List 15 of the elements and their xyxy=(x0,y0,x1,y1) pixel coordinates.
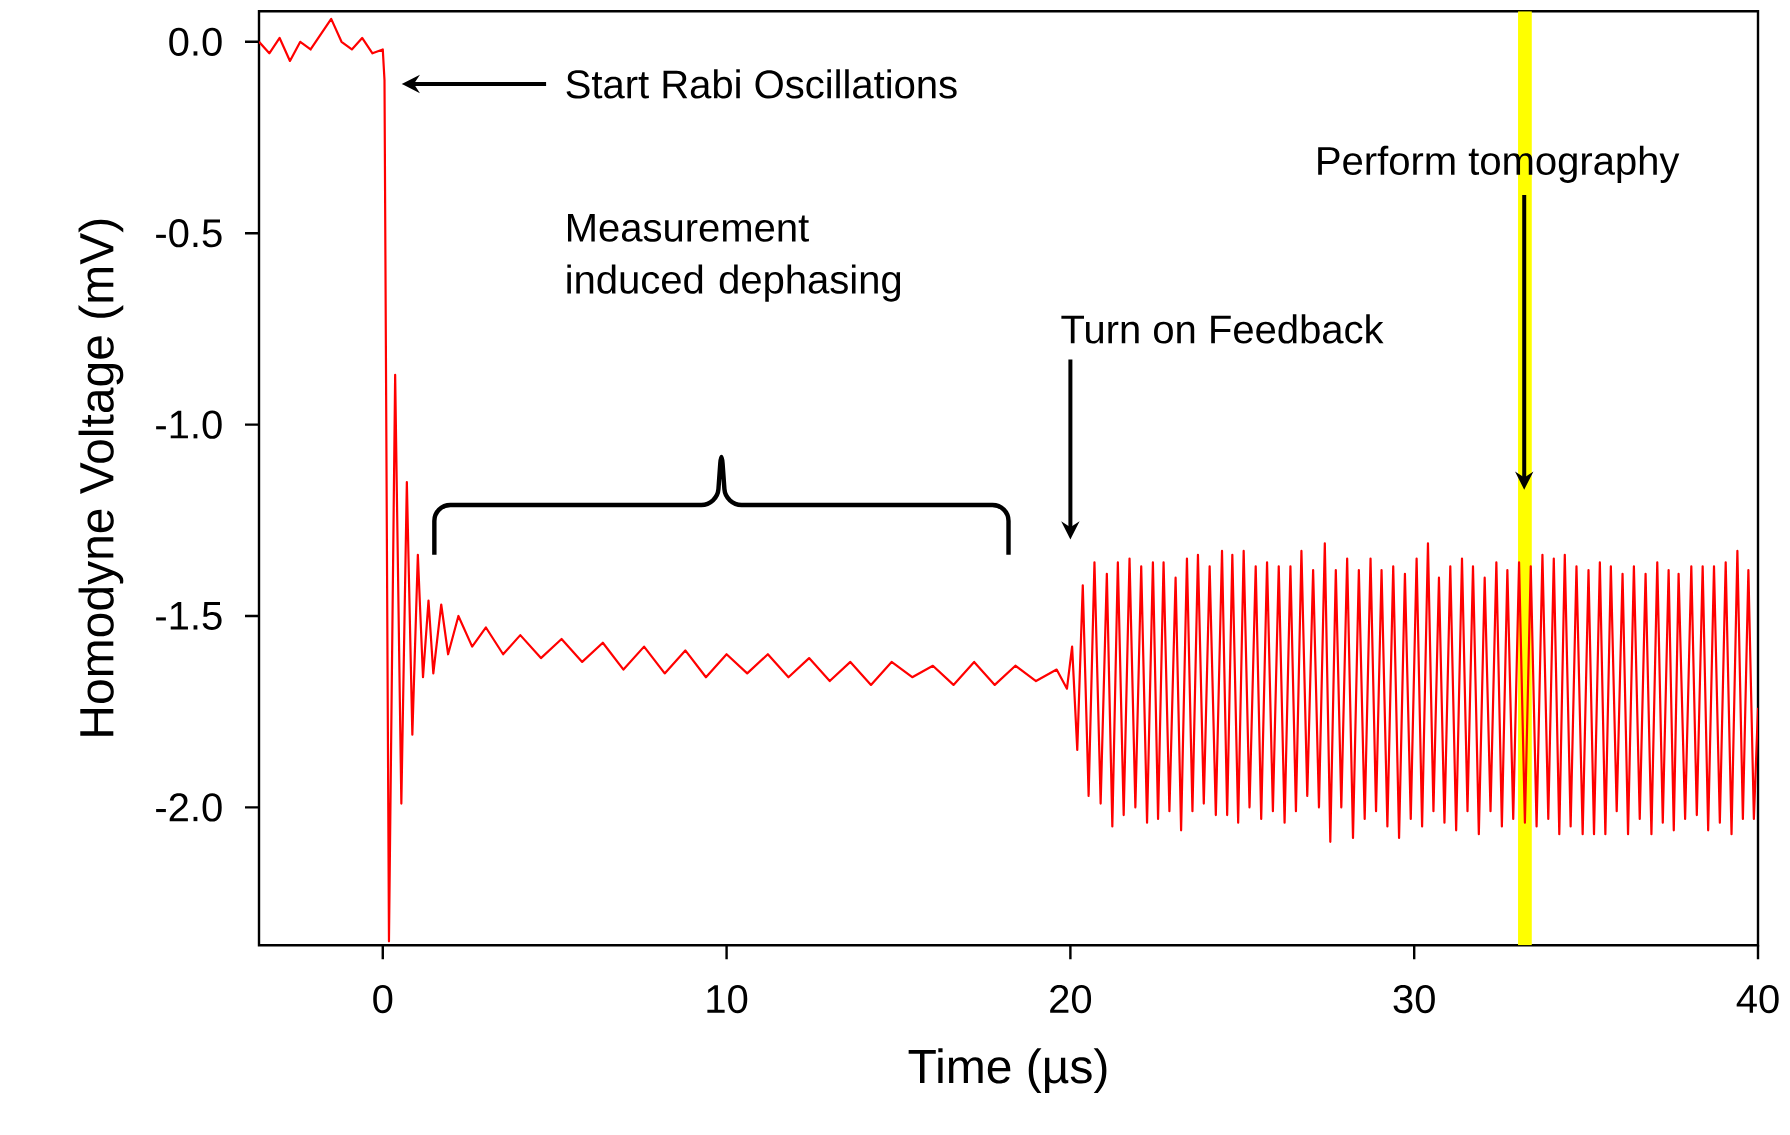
x-tick-label: 20 xyxy=(1050,984,1092,1014)
x-tick-label: 10 xyxy=(707,984,748,1014)
x-tick-label: 30 xyxy=(1393,984,1435,1014)
x-axis-title: Time (µs) xyxy=(908,1048,1107,1094)
y-tick-label: -2.0 xyxy=(156,793,222,822)
y-tick-label: 0.0 xyxy=(169,27,222,56)
x-tick-label: 40 xyxy=(1736,984,1779,1014)
x-tick-label: 0 xyxy=(373,984,393,1014)
y-tick-label: -1.0 xyxy=(156,410,222,439)
y-tick-label: -0.5 xyxy=(156,219,222,248)
annotation: Start Rabi Oscillations xyxy=(566,69,957,99)
y-tick-label: -1.5 xyxy=(156,602,222,630)
annotation: Measurement induced dephasing xyxy=(567,213,901,302)
annotation: Turn on Feedback xyxy=(1061,314,1384,344)
y-axis-title: Homodyne Voltage (mV) xyxy=(78,219,124,736)
